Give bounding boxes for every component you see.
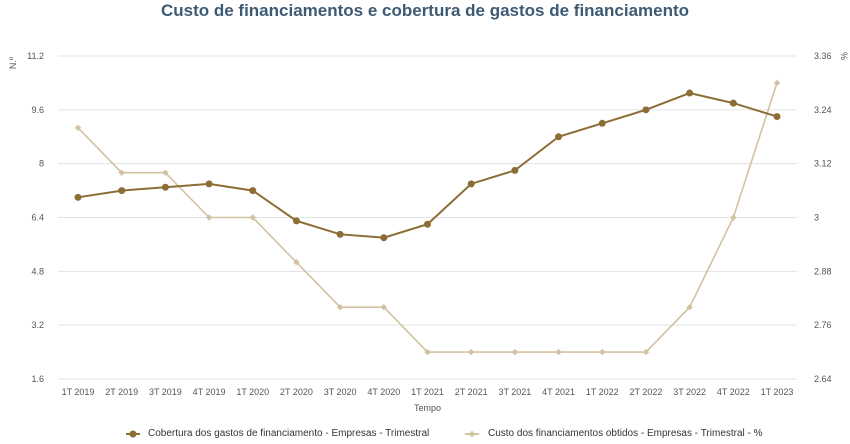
data-point[interactable] <box>161 183 169 191</box>
series-0 <box>74 89 781 242</box>
y-right-tick-label: 2.76 <box>814 320 832 330</box>
y-left-tick-label: 1.6 <box>31 374 44 384</box>
y-right-tick-label: 2.64 <box>814 374 832 384</box>
data-point[interactable] <box>162 169 169 176</box>
x-tick-label: 2T 2022 <box>630 387 663 397</box>
legend: Cobertura dos gastos de financiamento - … <box>0 426 850 442</box>
x-tick-label: 3T 2020 <box>324 387 357 397</box>
data-point[interactable] <box>380 234 388 242</box>
x-tick-label: 3T 2022 <box>673 387 706 397</box>
legend-swatches <box>126 430 479 438</box>
y-right-tick-label: 3 <box>814 213 819 223</box>
data-point[interactable] <box>467 348 475 356</box>
data-point[interactable] <box>686 304 693 311</box>
data-point[interactable] <box>292 217 300 225</box>
line-chart: 1.6 3.2 4.8 6.4 8 9.6 11.2 2.64 2.76 2.88 3 3.12 3.… <box>8 51 849 413</box>
data-point[interactable] <box>249 214 256 221</box>
data-point[interactable] <box>555 348 562 356</box>
y-right-tick-label: 3.12 <box>814 159 832 169</box>
data-point[interactable] <box>380 304 388 311</box>
data-point[interactable] <box>730 214 737 221</box>
data-point[interactable] <box>118 187 126 195</box>
data-point[interactable] <box>511 166 519 174</box>
data-point[interactable] <box>118 169 125 176</box>
data-point[interactable] <box>599 348 606 356</box>
x-tick-label: 4T 2021 <box>542 387 575 397</box>
y-axis-right-ticks: 2.64 2.76 2.88 3 3.12 3.24 3.36 <box>814 51 832 384</box>
x-tick-label: 1T 2021 <box>411 387 444 397</box>
y-left-tick-label: 8 <box>39 159 44 169</box>
y-axis-right-label: % <box>839 52 849 60</box>
series-1 <box>74 79 781 356</box>
data-point[interactable] <box>205 214 213 221</box>
data-point[interactable] <box>642 348 650 356</box>
x-tick-label: 1T 2023 <box>761 387 794 397</box>
y-right-tick-label: 3.24 <box>814 105 832 115</box>
data-point[interactable] <box>686 89 694 97</box>
legend-swatch <box>126 430 140 438</box>
data-point[interactable] <box>773 79 781 87</box>
series-line <box>77 91 778 239</box>
y-left-tick-label: 4.8 <box>31 266 44 276</box>
chart-title: Custo de financiamentos e cobertura de g… <box>160 1 690 20</box>
legend-label-custo: Custo dos financiamentos obtidos - Empre… <box>488 428 763 439</box>
legend-item-cobertura[interactable]: Cobertura dos gastos de financiamento - … <box>148 426 429 442</box>
data-point[interactable] <box>249 187 257 195</box>
data-point[interactable] <box>467 180 475 188</box>
x-tick-label: 4T 2022 <box>717 387 750 397</box>
x-tick-label: 2T 2019 <box>105 387 138 397</box>
data-point[interactable] <box>293 259 300 266</box>
y-axis-left-ticks: 1.6 3.2 4.8 6.4 8 9.6 11.2 <box>27 51 44 384</box>
x-tick-label: 3T 2021 <box>498 387 531 397</box>
grid-lines <box>58 55 797 380</box>
x-tick-label: 4T 2020 <box>367 387 400 397</box>
x-tick-label: 2T 2021 <box>455 387 488 397</box>
data-point[interactable] <box>511 348 519 356</box>
x-axis-ticks: 1T 2019 2T 2019 3T 2019 4T 2019 1T 2020 2T 20… <box>62 387 794 397</box>
data-point[interactable] <box>729 99 737 107</box>
x-tick-label: 1T 2019 <box>62 387 95 397</box>
x-tick-label: 1T 2022 <box>586 387 619 397</box>
data-point[interactable] <box>598 119 606 127</box>
x-tick-label: 4T 2019 <box>193 387 226 397</box>
x-axis-label: Tempo <box>414 403 441 413</box>
data-point[interactable] <box>424 220 431 228</box>
x-tick-label: 3T 2019 <box>149 387 182 397</box>
data-point[interactable] <box>642 106 650 114</box>
y-axis-left-label: N.º <box>8 56 18 69</box>
data-point[interactable] <box>336 230 344 238</box>
y-right-tick-label: 3.36 <box>814 51 832 61</box>
data-point[interactable] <box>555 133 563 141</box>
y-left-tick-label: 9.6 <box>31 105 44 115</box>
data-point[interactable] <box>74 124 82 131</box>
data-point[interactable] <box>773 113 781 121</box>
series-group <box>74 79 781 356</box>
data-point[interactable] <box>424 348 431 356</box>
y-left-tick-label: 3.2 <box>31 320 44 330</box>
y-left-tick-label: 6.4 <box>31 213 44 223</box>
x-tick-label: 1T 2020 <box>236 387 269 397</box>
legend-swatch <box>465 430 479 438</box>
x-tick-label: 2T 2020 <box>280 387 313 397</box>
data-point[interactable] <box>74 193 82 201</box>
y-right-tick-label: 2.88 <box>814 266 832 276</box>
data-point[interactable] <box>336 304 344 311</box>
y-left-tick-label: 11.2 <box>27 51 44 61</box>
legend-item-custo[interactable]: Custo dos financiamentos obtidos - Empre… <box>488 426 763 442</box>
data-point[interactable] <box>205 180 213 188</box>
legend-label-cobertura: Cobertura dos gastos de financiamento - … <box>148 428 430 439</box>
